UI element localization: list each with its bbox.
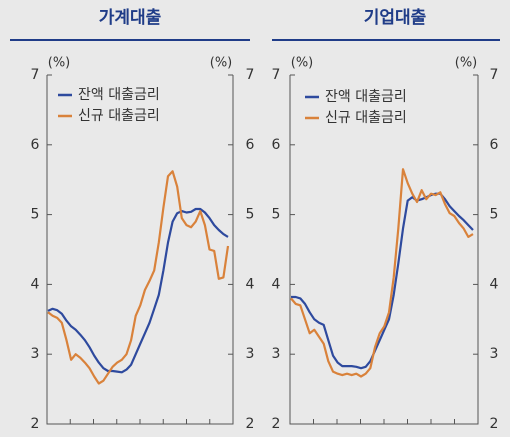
legend-label: 신규 대출금리 (325, 110, 407, 126)
y2-axis-unit: (%) (455, 56, 478, 71)
chart-title: 기업대출 (364, 8, 427, 28)
y2-tick-label: 3 (490, 346, 499, 362)
y-tick-label: 3 (272, 346, 281, 362)
chart-title: 가계대출 (99, 8, 162, 28)
y-tick-label: 3 (31, 346, 40, 362)
y2-tick-label: 6 (490, 137, 499, 153)
y-tick-label: 4 (31, 276, 40, 292)
axis-frame (289, 75, 479, 425)
y-tick-label: 6 (31, 137, 40, 153)
y2-tick-label: 5 (246, 207, 255, 223)
y-axis-unit: (%) (291, 56, 314, 71)
y-tick-label: 7 (31, 67, 40, 83)
y-axis-unit: (%) (48, 56, 71, 71)
y2-tick-label: 7 (246, 67, 255, 83)
y-tick-label: 2 (272, 416, 281, 432)
y-tick-label: 5 (272, 207, 281, 223)
legend-label: 잔액 대출금리 (78, 87, 160, 103)
y-tick-label: 6 (272, 137, 281, 153)
series-line (47, 170, 230, 385)
series-line (291, 192, 474, 370)
series-line (290, 168, 474, 378)
y2-tick-label: 7 (490, 67, 499, 83)
y-tick-label: 2 (31, 416, 40, 432)
y2-tick-label: 4 (490, 276, 499, 292)
y-tick-label: 4 (272, 276, 281, 292)
series-line (47, 207, 229, 374)
y2-tick-label: 2 (246, 416, 255, 432)
y2-tick-label: 6 (246, 137, 255, 153)
y-tick-label: 7 (272, 67, 281, 83)
axis-frame (46, 75, 234, 425)
y2-tick-label: 5 (490, 207, 499, 223)
y2-tick-label: 4 (246, 276, 255, 292)
y-tick-label: 5 (31, 207, 40, 223)
legend-label: 신규 대출금리 (78, 108, 160, 124)
legend-label: 잔액 대출금리 (325, 89, 407, 105)
y2-tick-label: 2 (490, 416, 499, 432)
y2-tick-label: 3 (246, 346, 255, 362)
y2-axis-unit: (%) (210, 56, 233, 71)
